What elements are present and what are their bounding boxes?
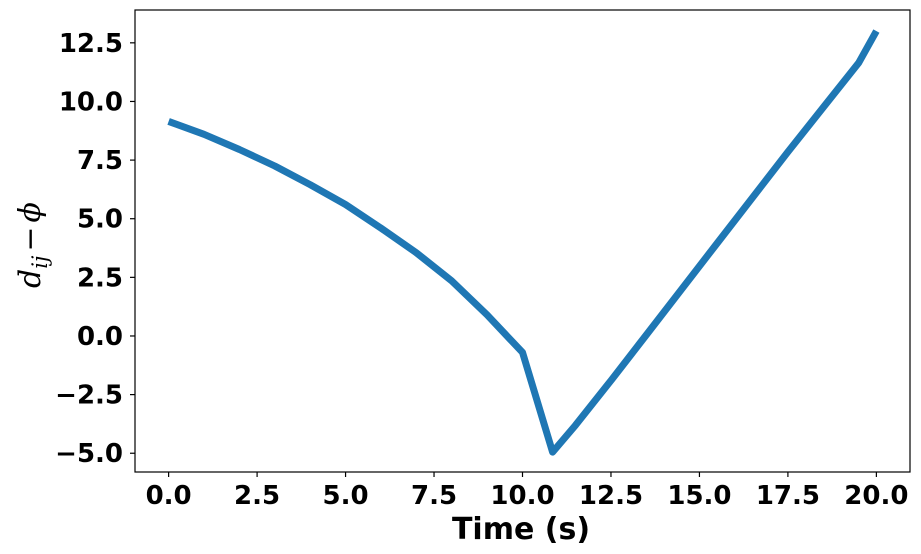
svg-text:dij−ϕ: dij−ϕ (13, 202, 52, 288)
y-tick-label: 2.5 (77, 263, 123, 293)
y-tick-label: −2.5 (55, 381, 123, 411)
x-tick-label: 12.5 (579, 481, 643, 511)
x-tick-label: 7.5 (411, 481, 457, 511)
y-tick-label: 7.5 (77, 146, 123, 176)
series-line (167, 29, 880, 456)
x-tick-label: 10.0 (490, 481, 554, 511)
y-tick-label: 10.0 (59, 87, 123, 117)
y-tick-label: 5.0 (77, 205, 123, 235)
y-tick-label: −5.0 (55, 439, 123, 469)
x-axis-label: Time (s) (452, 512, 590, 547)
plot-area (167, 29, 880, 456)
y-tick-label: 12.5 (59, 29, 123, 59)
x-tick-label: 17.5 (756, 481, 820, 511)
x-tick-label: 0.0 (146, 481, 192, 511)
x-tick-label: 2.5 (234, 481, 280, 511)
x-tick-label: 20.0 (844, 481, 908, 511)
y-tick-label: 0.0 (77, 322, 123, 352)
y-axis-ticks: −5.0 −2.5 0.0 2.5 5.0 7.5 10.0 12.5 (55, 29, 135, 469)
plot-frame (134, 9, 911, 473)
x-tick-label: 5.0 (323, 481, 369, 511)
x-axis-ticks: 0.0 2.5 5.0 7.5 10.0 12.5 15.0 17.5 20.0 (146, 472, 908, 511)
x-tick-label: 15.0 (667, 481, 731, 511)
y-axis-label: dij−ϕ (13, 202, 52, 288)
